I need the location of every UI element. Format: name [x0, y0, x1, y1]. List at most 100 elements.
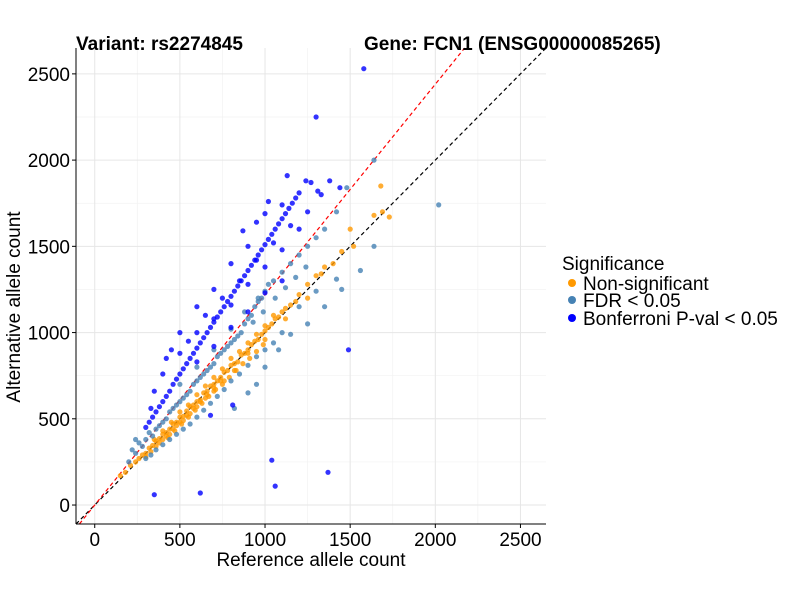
data-point [236, 278, 243, 284]
data-point [228, 261, 234, 267]
data-point [288, 261, 294, 267]
data-point [190, 350, 197, 356]
data-point [276, 221, 282, 227]
data-point [265, 281, 271, 287]
data-point [133, 459, 139, 465]
legend-label-non-significant: Non-significant [583, 274, 709, 295]
grid [76, 48, 546, 524]
data-point [160, 371, 166, 377]
x-tick-label: 500 [164, 530, 196, 551]
data-point [194, 364, 200, 370]
data-point [197, 374, 203, 380]
data-point [279, 202, 285, 208]
data-point [163, 416, 169, 422]
data-point [296, 252, 302, 258]
data-point [250, 319, 256, 325]
data-point [296, 292, 302, 298]
tick-labels: 0 500 1000 1500 2000 2500 0 500 1000 1500 2000 2500 [28, 65, 542, 551]
data-point [313, 114, 319, 120]
data-point [272, 226, 278, 232]
data-point [168, 419, 174, 425]
data-point [288, 302, 294, 308]
y-tick-label: 2500 [28, 65, 70, 86]
data-point [221, 386, 227, 393]
data-point [269, 457, 275, 463]
x-tick-label: 1500 [329, 530, 371, 551]
data-point [371, 212, 377, 218]
data-point [167, 409, 173, 415]
data-point [156, 404, 162, 410]
data-point [240, 228, 246, 234]
data-point [173, 376, 180, 382]
data-point [245, 362, 251, 368]
data-point [235, 333, 241, 339]
data-point [201, 407, 207, 413]
data-point [282, 211, 289, 217]
data-point [160, 428, 166, 434]
data-point [347, 226, 353, 232]
data-point [253, 354, 260, 360]
data-point [262, 328, 268, 334]
data-point [194, 378, 200, 384]
data-point [153, 426, 159, 432]
data-point [282, 285, 289, 291]
data-point [279, 278, 285, 284]
data-point [378, 183, 384, 189]
data-point [194, 330, 200, 336]
data-point [197, 399, 203, 405]
data-points [117, 66, 442, 498]
data-point [255, 295, 261, 301]
data-point [245, 281, 251, 287]
data-point [211, 361, 217, 367]
series-non-significant [117, 183, 392, 479]
data-point [276, 314, 282, 320]
data-point [177, 409, 183, 415]
data-point [245, 340, 251, 346]
data-point [211, 374, 217, 380]
data-point [204, 330, 210, 336]
data-point [163, 393, 169, 399]
data-point [253, 257, 260, 263]
data-point [218, 350, 224, 356]
data-point [325, 469, 331, 475]
data-point [253, 331, 260, 337]
data-point [245, 309, 251, 315]
y-tick-label: 500 [38, 410, 70, 431]
data-point [371, 243, 377, 249]
data-point [357, 267, 363, 274]
data-point [194, 359, 200, 365]
data-point [136, 455, 142, 462]
data-point [207, 400, 214, 406]
data-point [235, 283, 241, 289]
data-point [386, 214, 392, 220]
data-point [235, 359, 241, 365]
data-point [170, 405, 176, 411]
data-point [167, 436, 173, 443]
data-point [305, 281, 311, 287]
data-point [150, 414, 156, 420]
axes [75, 48, 546, 525]
data-point [270, 340, 277, 346]
data-point [242, 321, 248, 327]
data-point [139, 443, 145, 449]
data-point [262, 211, 268, 217]
data-point [228, 293, 234, 299]
data-point [225, 298, 231, 305]
legend-swatch-bonferroni [568, 314, 576, 322]
data-point [156, 423, 162, 429]
data-point [170, 426, 176, 432]
data-point [322, 264, 328, 270]
data-point [190, 381, 197, 387]
data-point [333, 276, 340, 282]
data-point [177, 330, 183, 336]
legend-title: Significance [562, 254, 664, 275]
data-point [143, 424, 149, 430]
data-point [279, 216, 285, 222]
data-point [327, 178, 333, 184]
data-point [262, 290, 268, 296]
data-point [231, 336, 237, 343]
data-point [148, 405, 154, 411]
data-point [230, 402, 236, 408]
data-point [255, 252, 261, 258]
x-tick-label: 1000 [244, 530, 286, 551]
